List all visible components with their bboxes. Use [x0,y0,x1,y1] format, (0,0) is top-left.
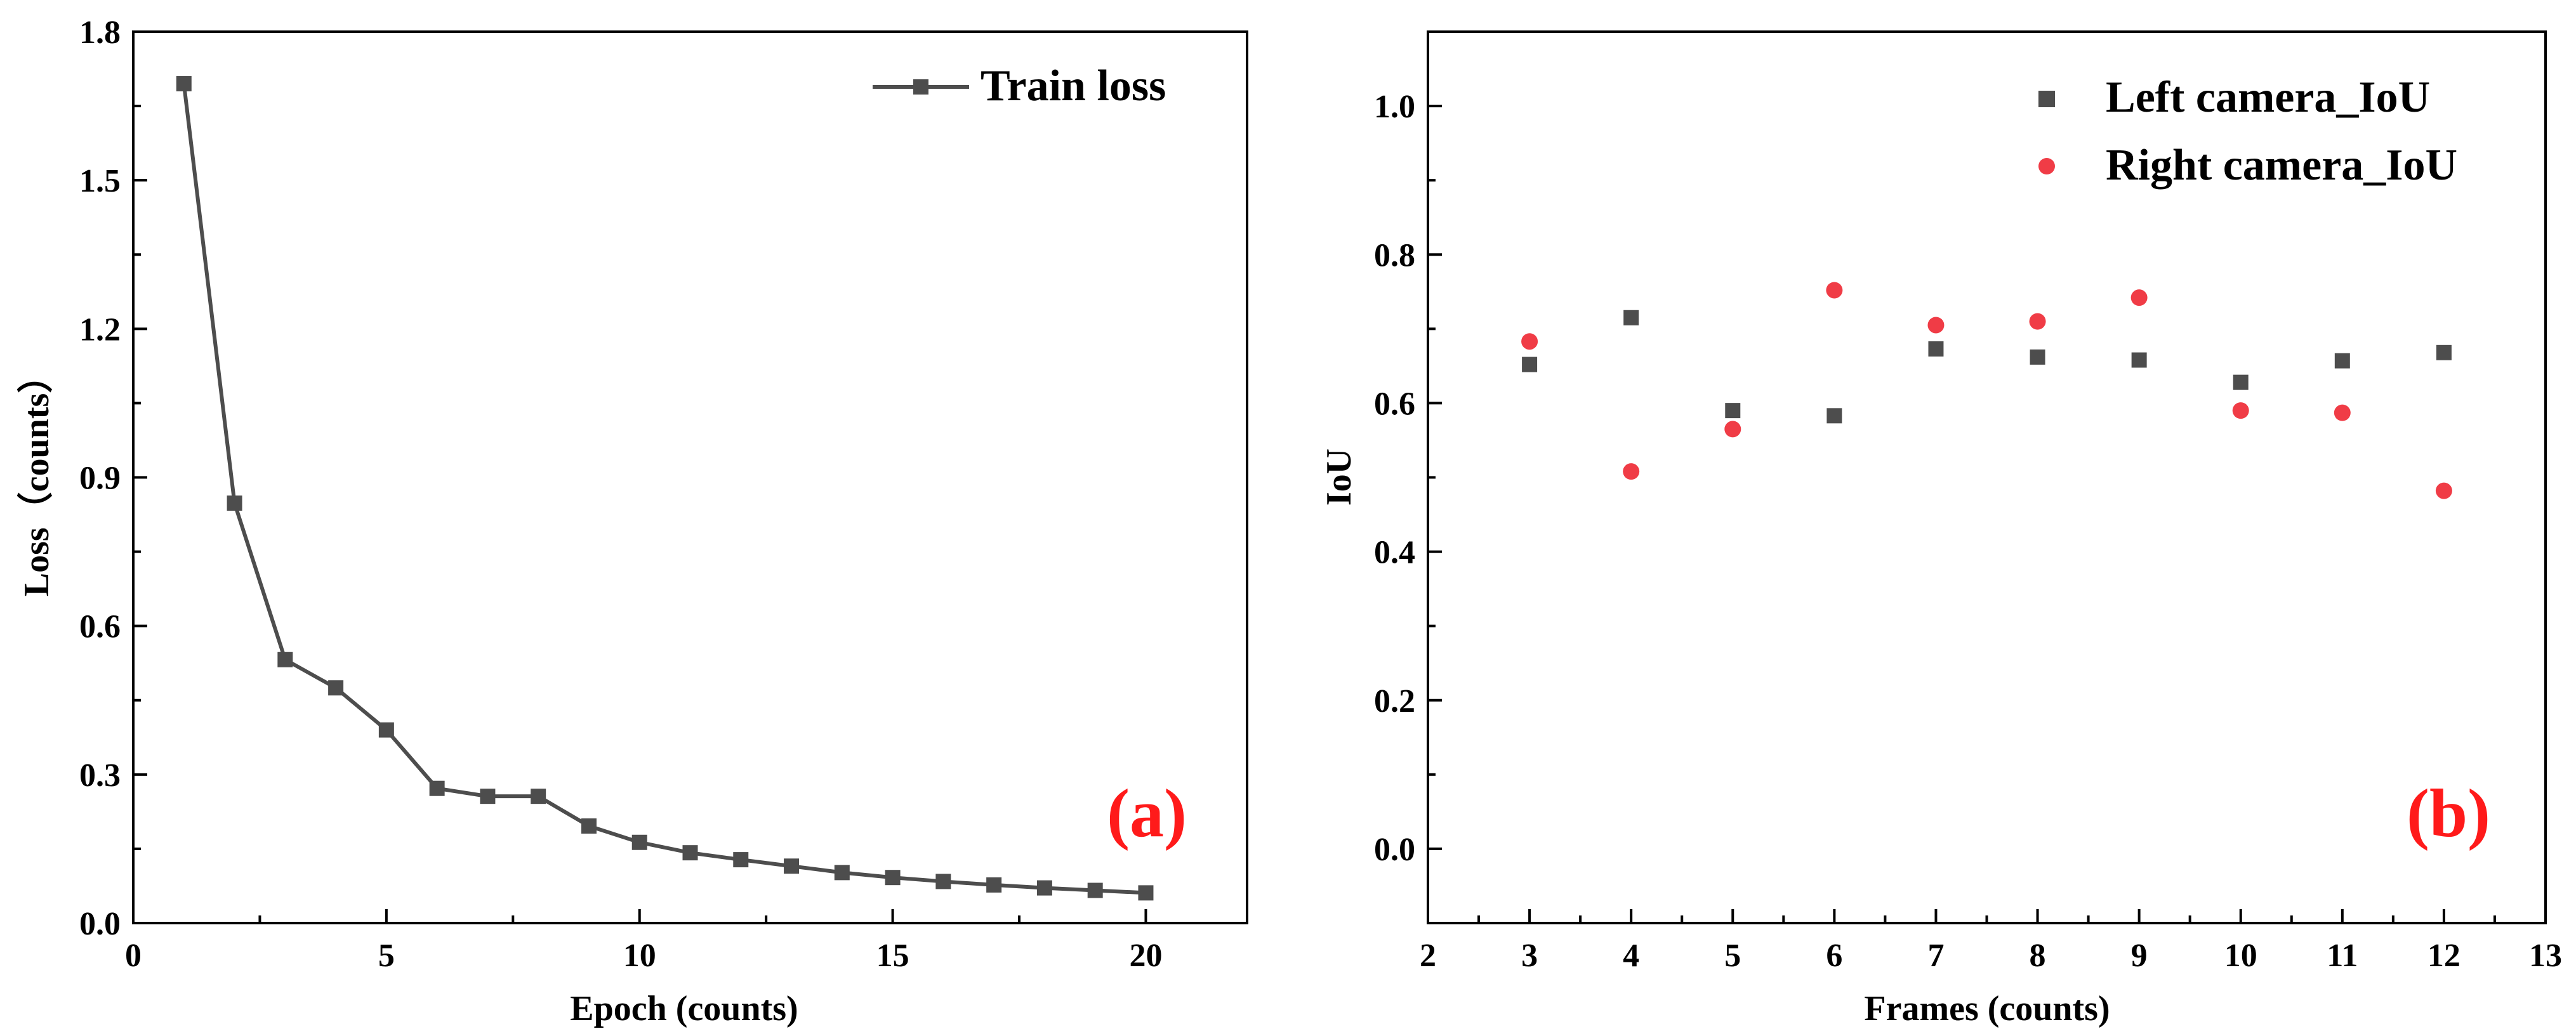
chart-a-data-point [480,789,496,804]
chart-a-data-point [581,818,597,834]
chart-b-y-tick-label: 0.4 [1374,535,1415,571]
chart-b-legend-marker [2038,158,2055,174]
chart-b-x-tick-label: 8 [2030,938,2046,974]
chart-a-y-tick-label: 1.2 [79,311,121,348]
chart-b-y-tick-label: 0.2 [1374,683,1415,719]
chart-b-y-tick-label: 0.0 [1374,832,1415,868]
chart-b-data-point [2334,404,2351,421]
chart-b-x-tick-label: 12 [2427,938,2460,974]
chart-b-data-point [2435,482,2452,499]
chart-a-loss: (a) Epoch (counts) Loss（counts） Train lo… [17,15,1248,1028]
chart-a-data-point [682,845,698,861]
chart-b-x-tick-label: 7 [1927,938,1944,974]
chart-a-data-point [378,722,394,738]
chart-b-data-point [1826,408,1842,424]
chart-a-x-tick-label: 0 [125,938,142,974]
chart-b-x-tick-label: 5 [1724,938,1741,974]
chart-b-data-point [2029,313,2046,330]
chart-b-y-tick-label: 0.8 [1374,237,1415,273]
chart-a-data-point [631,834,647,850]
chart-b-data-point [1522,357,1538,372]
chart-a-y-tick-label: 0.6 [79,609,121,645]
chart-b-data-point [1623,310,1639,325]
chart-a-data-point [834,865,850,881]
chart-a-x-tick-label: 5 [378,938,395,974]
chart-a-data-point [733,852,749,868]
chart-b-x-axis-title: Frames (counts) [1864,989,2110,1028]
chart-b-data-point [1725,403,1741,419]
chart-b-x-tick-label: 11 [2327,938,2358,974]
chart-a-data-point [935,874,951,889]
chart-b-x-tick-label: 13 [2529,938,2562,974]
chart-a-x-tick-label: 15 [876,938,909,974]
chart-b-data-point [1521,333,1538,350]
chart-b-data-point [1826,282,1843,299]
chart-b-x-tick-label: 3 [1521,938,1538,974]
chart-b-legend-label-left: Left camera_IoU [2106,73,2430,122]
chart-a-data-point [227,495,242,511]
chart-a-x-tick-label: 20 [1129,938,1162,974]
chart-a-data-point [328,680,344,696]
chart-a-x-axis-title: Epoch (counts) [570,989,798,1028]
chart-b-data-point [1724,421,1741,438]
chart-b-y-axis-title: IoU [1319,449,1359,506]
chart-a-data-point [986,877,1002,893]
chart-b-data-point [2436,344,2452,360]
chart-a-data-point [1036,880,1052,896]
chart-a-data-point [531,789,546,804]
chart-a-y-tick-label: 1.5 [79,163,121,199]
chart-b-y-tick-label: 0.6 [1374,386,1415,422]
chart-b-x-tick-label: 9 [2131,938,2148,974]
chart-a-x-tick-label: 10 [623,938,656,974]
chart-a-data-point [429,780,445,796]
chart-b-x-tick-label: 6 [1826,938,1842,974]
chart-a-y-tick-label: 1.8 [79,15,121,51]
chart-a-legend-marker [913,79,928,95]
chart-a-data-point [176,75,192,91]
chart-b-data-point [2232,402,2249,419]
chart-a-data-point [277,652,293,667]
chart-a-y-axis-title: Loss（counts） [17,358,56,597]
chart-a-data-point [1138,885,1154,901]
chart-b-panel-label: (b) [2407,776,2490,851]
chart-a-data-point [885,870,901,886]
chart-b-x-tick-label: 10 [2224,938,2257,974]
chart-a-plot-frame [132,30,1248,924]
chart-a-y-tick-label: 0.9 [79,461,121,497]
chart-a-data-point [784,858,800,874]
chart-b-y-tick-label: 1.0 [1374,89,1415,125]
chart-b-legend-label-right: Right camera_IoU [2106,141,2457,190]
chart-b-data-point [1928,341,1944,357]
chart-b-data-point [2131,352,2147,368]
chart-a-y-tick-label: 0.3 [79,757,121,794]
chart-b-data-point [2233,374,2249,390]
chart-b-iou: (b) Frames (counts) IoU Left camera_IoU … [1319,30,2562,1028]
chart-b-x-tick-label: 2 [1420,938,1436,974]
chart-b-data-point [1623,463,1640,480]
chart-b-data-point [2130,289,2148,306]
chart-a-panel-label: (a) [1107,776,1187,851]
chart-a-legend-label: Train loss [981,62,1166,110]
chart-b-x-tick-label: 4 [1623,938,1639,974]
chart-a-y-tick-label: 0.0 [79,906,121,942]
chart-a-data-point [1087,882,1103,898]
chart-b-data-point [1927,317,1945,334]
chart-a-series-line [182,83,1146,895]
chart-b-data-point [2030,349,2045,365]
chart-b-data-point [2334,353,2350,369]
chart-b-legend-marker [2038,91,2055,107]
